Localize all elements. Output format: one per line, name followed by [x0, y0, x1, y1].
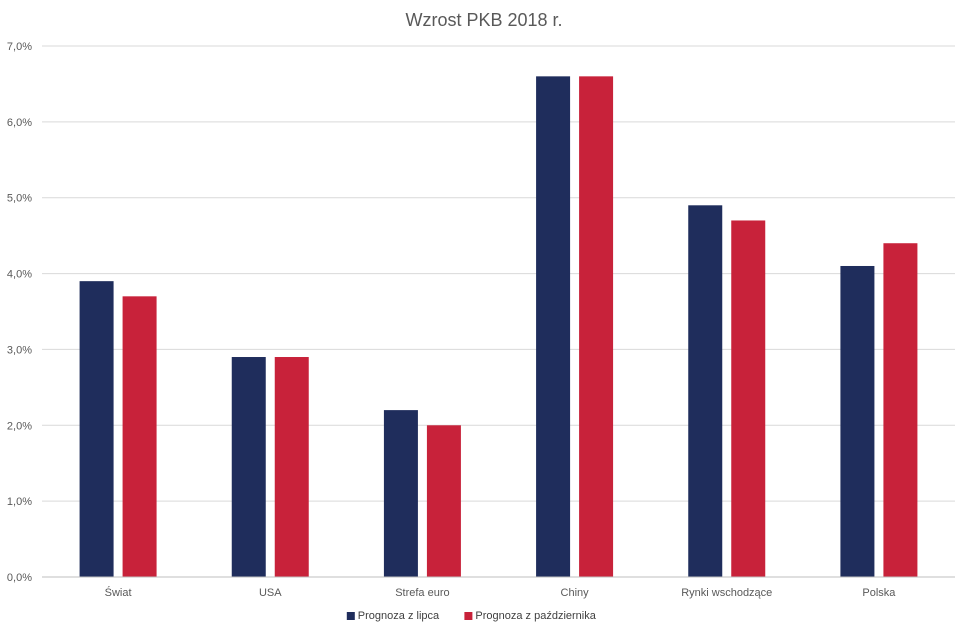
- x-category-label: Strefa euro: [395, 587, 449, 599]
- y-tick-label: 7,0%: [7, 41, 32, 53]
- y-tick-label: 6,0%: [7, 117, 32, 129]
- gridlines: [42, 45, 955, 502]
- bar: [79, 281, 114, 577]
- legend-swatch: [346, 612, 355, 620]
- y-axis-tick-labels: 0,0% 1,0% 2,0% 3,0% 4,0% 5,0% 6,0% 7,0%: [7, 41, 32, 584]
- legend-label: Prognoza z lipca: [358, 610, 440, 622]
- bars: [79, 76, 918, 578]
- x-axis-category-labels: Świat USA Strefa euro Chiny Rynki wschodzące…: [105, 586, 897, 599]
- bar: [274, 357, 309, 577]
- bar: [383, 410, 418, 577]
- y-tick-label: 4,0%: [7, 269, 32, 281]
- legend-label: Prognoza z października: [475, 610, 596, 622]
- bar: [840, 265, 875, 577]
- bar: [426, 425, 461, 577]
- x-category-label: Rynki wschodzące: [681, 587, 772, 599]
- legend: Prognoza z lipca Prognoza z października: [346, 610, 597, 622]
- bar: [122, 296, 157, 577]
- x-category-label: Chiny: [561, 587, 590, 599]
- chart-title: Wzrost PKB 2018 r.: [405, 10, 562, 30]
- y-tick-label: 5,0%: [7, 193, 32, 205]
- y-tick-label: 1,0%: [7, 496, 32, 508]
- x-category-label: Świat: [105, 586, 132, 599]
- y-tick-label: 3,0%: [7, 344, 32, 356]
- legend-swatch: [464, 612, 473, 620]
- bar: [688, 205, 723, 578]
- bar: [579, 76, 614, 577]
- y-tick-label: 2,0%: [7, 420, 32, 432]
- bar: [231, 357, 266, 577]
- x-category-label: USA: [259, 587, 282, 599]
- bar: [731, 220, 766, 577]
- y-tick-label: 0,0%: [7, 572, 32, 584]
- bar: [536, 76, 571, 577]
- x-category-label: Polska: [862, 587, 896, 599]
- bar: [883, 243, 918, 577]
